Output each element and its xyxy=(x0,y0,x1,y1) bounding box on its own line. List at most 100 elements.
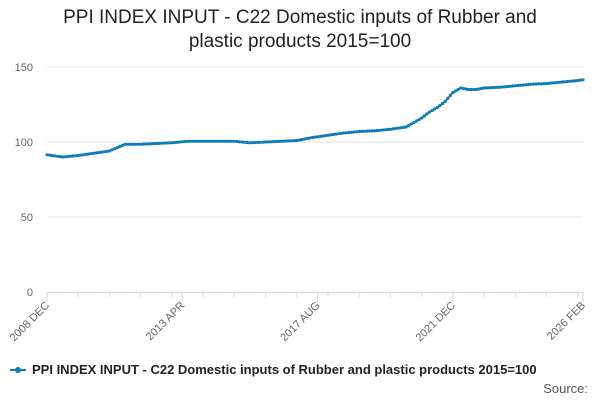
data-point[interactable] xyxy=(529,82,533,86)
data-point[interactable] xyxy=(571,79,575,83)
data-point[interactable] xyxy=(578,78,583,82)
data-point[interactable] xyxy=(139,142,143,146)
data-point[interactable] xyxy=(349,130,353,134)
data-point[interactable] xyxy=(550,81,554,85)
data-point[interactable] xyxy=(344,131,348,135)
data-point[interactable] xyxy=(399,126,403,130)
data-point[interactable] xyxy=(326,133,330,137)
data-point[interactable] xyxy=(505,84,510,89)
data-point[interactable] xyxy=(113,147,117,151)
data-point[interactable] xyxy=(256,140,260,144)
data-point[interactable] xyxy=(469,87,473,92)
data-point[interactable] xyxy=(305,136,309,141)
data-point[interactable] xyxy=(243,140,247,144)
data-point[interactable] xyxy=(565,79,570,84)
data-point[interactable] xyxy=(339,131,343,135)
data-point[interactable] xyxy=(443,99,447,104)
data-point[interactable] xyxy=(188,139,192,143)
data-point[interactable] xyxy=(495,85,499,89)
data-point[interactable] xyxy=(412,120,416,125)
data-point[interactable] xyxy=(201,139,205,143)
data-point[interactable] xyxy=(313,135,317,139)
data-point[interactable] xyxy=(123,142,127,146)
data-point[interactable] xyxy=(545,81,549,86)
data-point[interactable] xyxy=(245,140,249,145)
data-point[interactable] xyxy=(81,153,85,157)
data-point[interactable] xyxy=(100,150,104,154)
data-point[interactable] xyxy=(277,139,281,143)
data-point[interactable] xyxy=(451,90,455,95)
data-point[interactable] xyxy=(193,139,197,143)
data-point[interactable] xyxy=(159,141,164,145)
data-point[interactable] xyxy=(196,139,200,143)
data-point[interactable] xyxy=(237,140,242,144)
data-point[interactable] xyxy=(92,151,96,155)
data-point[interactable] xyxy=(274,139,278,144)
data-point[interactable] xyxy=(472,87,476,92)
data-point[interactable] xyxy=(456,87,460,92)
data-point[interactable] xyxy=(448,93,452,98)
data-point[interactable] xyxy=(378,128,382,132)
data-point[interactable] xyxy=(560,80,564,84)
data-point[interactable] xyxy=(516,83,520,88)
data-point[interactable] xyxy=(568,79,572,83)
data-point[interactable] xyxy=(479,86,484,91)
data-point[interactable] xyxy=(498,85,502,89)
data-point[interactable] xyxy=(563,80,567,84)
data-point[interactable] xyxy=(204,139,208,143)
data-point[interactable] xyxy=(375,128,379,133)
data-point[interactable] xyxy=(482,86,486,90)
data-point[interactable] xyxy=(214,139,218,143)
data-point[interactable] xyxy=(466,87,471,92)
data-point[interactable] xyxy=(537,82,541,86)
data-point[interactable] xyxy=(71,154,75,158)
data-point[interactable] xyxy=(303,137,307,141)
data-point[interactable] xyxy=(555,80,559,85)
data-point[interactable] xyxy=(258,140,262,144)
data-point[interactable] xyxy=(157,141,161,145)
data-point[interactable] xyxy=(581,78,585,82)
data-point[interactable] xyxy=(352,130,356,134)
data-point[interactable] xyxy=(558,80,562,84)
data-point[interactable] xyxy=(487,86,491,90)
data-point[interactable] xyxy=(362,129,366,133)
data-point[interactable] xyxy=(355,130,359,134)
data-point[interactable] xyxy=(219,139,223,143)
data-point[interactable] xyxy=(110,148,114,152)
data-point[interactable] xyxy=(547,81,551,85)
data-point[interactable] xyxy=(227,139,231,143)
data-point[interactable] xyxy=(347,130,351,135)
data-point[interactable] xyxy=(519,83,523,87)
data-point[interactable] xyxy=(165,141,169,145)
data-point[interactable] xyxy=(401,125,406,129)
data-point[interactable] xyxy=(76,153,80,158)
data-point[interactable] xyxy=(97,150,101,155)
data-point[interactable] xyxy=(300,137,304,142)
data-point[interactable] xyxy=(420,116,424,120)
data-point[interactable] xyxy=(141,142,145,146)
data-point[interactable] xyxy=(253,140,257,145)
data-point[interactable] xyxy=(136,142,140,146)
data-point[interactable] xyxy=(167,141,171,145)
data-point[interactable] xyxy=(318,134,322,138)
data-point[interactable] xyxy=(365,129,369,133)
data-point[interactable] xyxy=(230,139,234,143)
data-point[interactable] xyxy=(240,140,244,144)
data-point[interactable] xyxy=(126,142,130,146)
data-point[interactable] xyxy=(396,126,400,130)
data-point[interactable] xyxy=(84,152,88,156)
data-point[interactable] xyxy=(144,142,148,146)
data-point[interactable] xyxy=(48,153,52,157)
data-point[interactable] xyxy=(248,141,252,145)
data-point[interactable] xyxy=(308,136,312,140)
data-point[interactable] xyxy=(87,152,91,156)
data-point[interactable] xyxy=(89,152,93,156)
data-point[interactable] xyxy=(336,132,340,136)
data-point[interactable] xyxy=(115,146,119,150)
data-point[interactable] xyxy=(331,132,335,137)
data-point[interactable] xyxy=(61,155,65,159)
data-point[interactable] xyxy=(79,153,83,157)
data-point[interactable] xyxy=(58,155,62,159)
data-point[interactable] xyxy=(251,141,255,145)
data-point[interactable] xyxy=(391,127,395,131)
